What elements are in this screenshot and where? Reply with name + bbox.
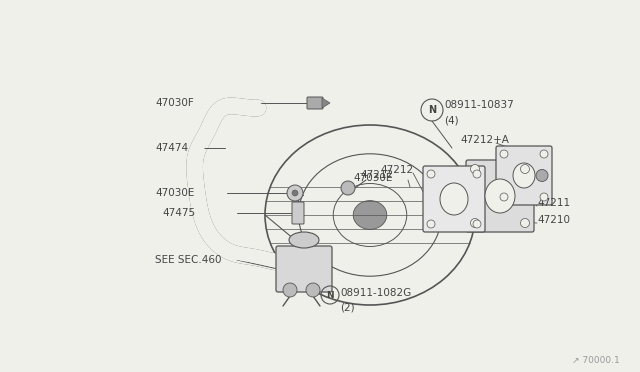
Text: (2): (2) — [340, 302, 355, 312]
Circle shape — [500, 150, 508, 158]
Text: 47211: 47211 — [537, 198, 570, 208]
Circle shape — [427, 170, 435, 178]
Polygon shape — [322, 98, 330, 108]
FancyBboxPatch shape — [292, 202, 304, 224]
FancyBboxPatch shape — [496, 146, 552, 205]
Text: 47475: 47475 — [162, 208, 195, 218]
Circle shape — [520, 218, 529, 228]
Ellipse shape — [485, 179, 515, 213]
Circle shape — [283, 283, 297, 297]
Circle shape — [292, 190, 298, 196]
Circle shape — [473, 170, 481, 178]
Text: 47030E: 47030E — [353, 173, 392, 183]
Ellipse shape — [513, 163, 535, 188]
Text: 47212+A: 47212+A — [460, 135, 509, 145]
Circle shape — [536, 170, 548, 182]
Text: 08911-10837: 08911-10837 — [444, 100, 514, 110]
Text: 08911-1082G: 08911-1082G — [340, 288, 412, 298]
Circle shape — [540, 150, 548, 158]
Text: 47474: 47474 — [155, 143, 188, 153]
Circle shape — [306, 283, 320, 297]
FancyBboxPatch shape — [466, 160, 534, 232]
Text: 47030E: 47030E — [155, 188, 195, 198]
Text: (4): (4) — [444, 115, 459, 125]
Text: 47210: 47210 — [537, 215, 570, 225]
Text: N: N — [326, 291, 334, 299]
Text: 47030F: 47030F — [155, 98, 194, 108]
Ellipse shape — [440, 183, 468, 215]
Circle shape — [341, 181, 355, 195]
Circle shape — [470, 164, 479, 173]
Circle shape — [540, 193, 548, 201]
Circle shape — [427, 220, 435, 228]
FancyBboxPatch shape — [307, 97, 323, 109]
Circle shape — [287, 185, 303, 201]
Circle shape — [473, 220, 481, 228]
Circle shape — [470, 218, 479, 228]
FancyBboxPatch shape — [276, 246, 332, 292]
Circle shape — [500, 193, 508, 201]
Text: 47212: 47212 — [380, 165, 413, 175]
Text: SEE SEC.460: SEE SEC.460 — [155, 255, 221, 265]
Text: ↗ 70000.1: ↗ 70000.1 — [572, 356, 620, 365]
Text: 47212: 47212 — [360, 170, 393, 180]
Circle shape — [520, 164, 529, 173]
Text: N: N — [428, 105, 436, 115]
Ellipse shape — [353, 201, 387, 230]
FancyBboxPatch shape — [423, 166, 485, 232]
Ellipse shape — [289, 232, 319, 248]
